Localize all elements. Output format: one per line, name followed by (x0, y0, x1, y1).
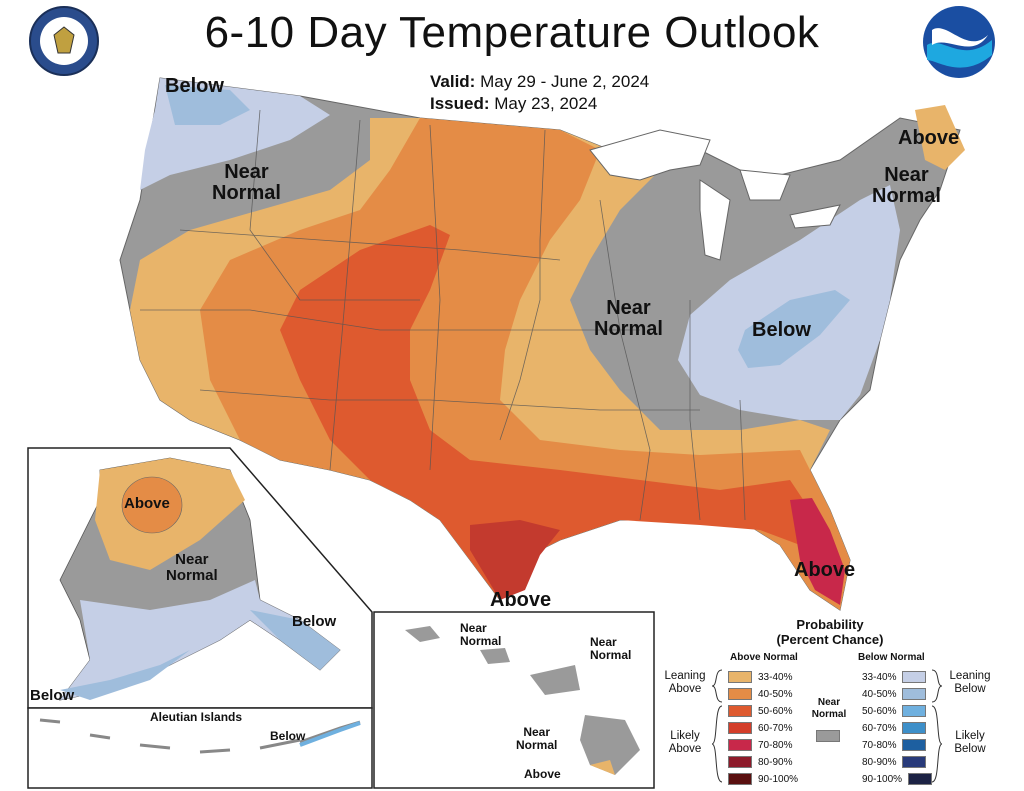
below-east-core (738, 290, 850, 368)
valid-value: May 29 - June 2, 2024 (480, 72, 650, 91)
label-above-ne: Above (898, 127, 960, 149)
legend-likely-above: Likely Above (668, 730, 702, 756)
legend-percent-label: 90-100% (862, 773, 903, 785)
legend-percent-label: 50-60% (862, 705, 897, 717)
alaska-below-core (60, 610, 340, 700)
legend-above-header: Above Normal (730, 652, 798, 663)
hawaii-above-tip (590, 760, 615, 775)
below-nw-core (165, 85, 250, 125)
legend-swatch (902, 688, 927, 700)
label-hawaii-near-normal-1: Near Normal (460, 621, 502, 648)
label-hawaii-near-normal-3: Near Normal (516, 725, 558, 752)
label-above-tx: Above (490, 589, 552, 611)
legend-below-row: 70-80% (862, 738, 927, 752)
legend-brace-below (931, 669, 943, 783)
hawaii-island-big (580, 715, 640, 775)
aleutian-below (299, 721, 361, 747)
legend-title: Probability (Percent Chance) (776, 617, 884, 647)
above-50-60-region (280, 225, 840, 600)
valid-line: Valid: May 29 - June 2, 2024 (430, 72, 649, 92)
great-lakes (589, 129, 841, 261)
legend-swatch (728, 671, 752, 683)
issued-label: Issued: (430, 94, 490, 113)
legend-swatch (902, 705, 927, 717)
legend-swatch (728, 688, 752, 700)
legend-percent-label: 90-100% (758, 773, 799, 785)
legend-swatch (728, 739, 752, 751)
legend-above-row: 90-100% (728, 772, 798, 786)
legend-percent-label: 60-70% (862, 722, 897, 734)
legend-percent-label: 60-70% (758, 722, 793, 734)
label-above-fl: Above (794, 559, 856, 581)
commerce-seal-icon (28, 5, 100, 77)
legend-below-row: 80-90% (862, 755, 927, 769)
legend-below-header: Below Normal (858, 652, 925, 663)
legend-below-row: 90-100% (862, 772, 933, 786)
legend-percent-label: 33-40% (862, 671, 897, 683)
above-ne-region (915, 105, 965, 170)
label-near-normal-nw: Near Normal (212, 161, 281, 204)
legend-swatch (728, 705, 752, 717)
issued-value: May 23, 2024 (494, 94, 598, 113)
label-hawaii-above: Above (524, 767, 561, 781)
legend-below-row: 40-50% (862, 687, 927, 701)
legend-near-normal-swatch (816, 730, 840, 742)
legend-swatch (728, 756, 752, 768)
legend-swatch (902, 739, 927, 751)
label-near-normal-ne: Near Normal (872, 164, 941, 207)
legend-near-normal-label: Near Normal (811, 697, 847, 720)
noaa-logo-icon (922, 5, 996, 79)
legend-above-row: 40-50% (728, 687, 792, 701)
valid-label: Valid: (430, 72, 476, 91)
legend-percent-label: 70-80% (758, 739, 793, 751)
label-alaska-below-se: Below (292, 613, 337, 630)
above-60-70-fl (790, 498, 845, 605)
label-alaska-below-sw: Below (30, 687, 75, 704)
label-below-east: Below (752, 319, 811, 341)
legend-leaning-below: Leaning Below (949, 670, 991, 696)
label-below-nw: Below (165, 75, 224, 97)
legend-swatch (728, 722, 752, 734)
legend-above-row: 70-80% (728, 738, 792, 752)
legend-likely-below: Likely Below (954, 730, 986, 756)
aleutian-inset-frame (27, 707, 373, 789)
legend-below-row: 60-70% (862, 721, 927, 735)
legend-swatch (902, 756, 927, 768)
legend-below-row: 33-40% (862, 670, 927, 684)
hawaii-island-kauai (405, 626, 440, 642)
legend-swatch (902, 722, 927, 734)
legend-percent-label: 70-80% (862, 739, 897, 751)
label-alaska-near-normal: Near Normal (166, 551, 218, 584)
legend-swatch (908, 773, 933, 785)
legend-percent-label: 40-50% (862, 688, 897, 700)
label-alaska-above: Above (124, 495, 170, 512)
alaska-below-region (60, 580, 340, 700)
above-60-70-tx (470, 520, 560, 600)
legend-above-row: 33-40% (728, 670, 792, 684)
page-title: 6-10 Day Temperature Outlook (204, 8, 820, 57)
aleutian-chain (39, 718, 361, 754)
legend-above-row: 50-60% (728, 704, 792, 718)
legend-percent-label: 33-40% (758, 671, 793, 683)
legend-leaning-above: Leaning Above (664, 670, 706, 696)
legend-above-row: 60-70% (728, 721, 792, 735)
legend-brace-above (711, 669, 723, 783)
legend-above-row: 80-90% (728, 755, 792, 769)
label-aleutian-title: Aleutian Islands (150, 710, 243, 724)
hawaii-island-maui (530, 665, 580, 695)
legend-below-row: 50-60% (862, 704, 927, 718)
legend-percent-label: 80-90% (862, 756, 897, 768)
legend-percent-label: 40-50% (758, 688, 793, 700)
legend-swatch (902, 671, 927, 683)
label-hawaii-near-normal-2: Near Normal (590, 635, 632, 662)
legend-percent-label: 50-60% (758, 705, 793, 717)
legend-percent-label: 80-90% (758, 756, 793, 768)
issued-line: Issued: May 23, 2024 (430, 94, 597, 114)
hawaii-island-oahu (480, 648, 510, 664)
alaska-above-core (121, 476, 183, 534)
label-aleutian-below: Below (270, 729, 306, 743)
label-near-normal-mid: Near Normal (594, 297, 663, 340)
legend-swatch (728, 773, 752, 785)
